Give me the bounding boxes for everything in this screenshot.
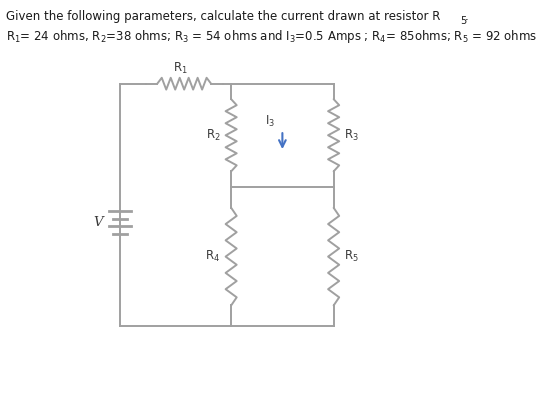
Text: 5: 5 [460, 16, 466, 26]
Text: R$_1$= 24 ohms, R$_2$=38 ohms; R$_3$ = 54 ohms and I$_3$=0.5 Amps ; R$_4$= 85ohm: R$_1$= 24 ohms, R$_2$=38 ohms; R$_3$ = 5… [6, 28, 537, 45]
Text: R$_1$: R$_1$ [172, 61, 187, 76]
Text: I$_3$: I$_3$ [264, 113, 275, 128]
Text: V: V [94, 216, 103, 229]
Text: .: . [464, 10, 468, 23]
Text: R$_2$: R$_2$ [206, 128, 220, 143]
Text: R$_3$: R$_3$ [344, 128, 359, 143]
Text: R$_5$: R$_5$ [344, 249, 359, 264]
Text: R$_4$: R$_4$ [206, 249, 220, 264]
Text: Given the following parameters, calculate the current drawn at resistor R: Given the following parameters, calculat… [6, 10, 440, 23]
